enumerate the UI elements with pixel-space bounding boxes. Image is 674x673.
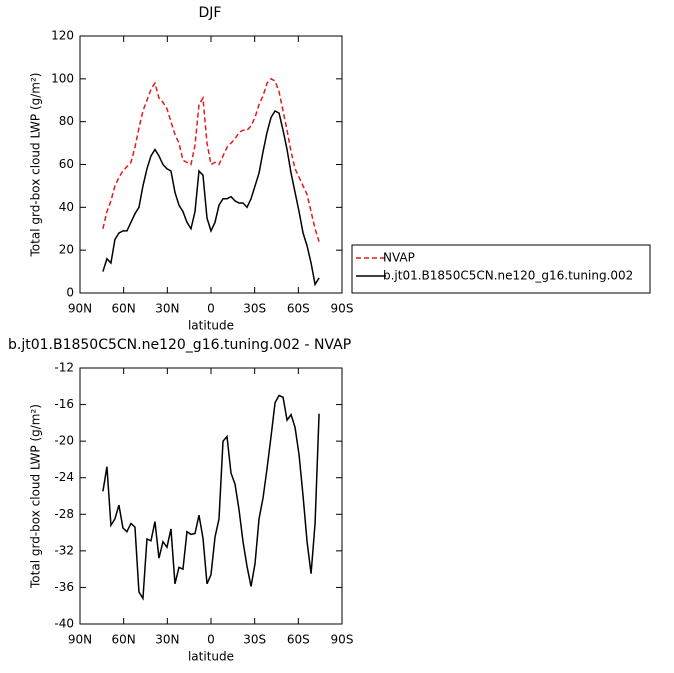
y-tick-label: 20 [59, 243, 74, 257]
plot-frame [79, 367, 343, 625]
x-tick-label: 0 [207, 302, 215, 316]
x-tick-label: 60N [112, 633, 136, 647]
y-tick-label: -36 [54, 580, 74, 594]
y-tick-label: 80 [59, 114, 74, 128]
y-tick-label: 40 [59, 200, 74, 214]
y-tick-label: 120 [51, 29, 74, 43]
y-axis-label: Total grd-box cloud LWP (g/m²) [29, 404, 43, 589]
y-tick-label: -12 [54, 361, 74, 375]
x-tick-label: 90N [68, 633, 92, 647]
y-tick-label: -20 [54, 434, 74, 448]
y-tick-label: -16 [54, 397, 74, 411]
x-tick-label: 60S [287, 302, 310, 316]
x-tick-label: 30N [155, 302, 179, 316]
x-tick-label: 30N [155, 633, 179, 647]
x-tick-label: 30S [243, 302, 266, 316]
x-axis-label: latitude [188, 650, 234, 664]
data-line [102, 394, 320, 601]
x-tick-label: 60N [112, 302, 136, 316]
y-tick-label: -32 [54, 543, 74, 557]
plot-frame [79, 35, 343, 294]
x-tick-label: 30S [243, 633, 266, 647]
y-tick-label: -28 [54, 507, 74, 521]
y-tick-label: 60 [59, 157, 74, 171]
legend-label: NVAP [383, 251, 415, 265]
legend-box [351, 244, 651, 294]
y-tick-label: -40 [54, 617, 74, 631]
y-tick-label: 0 [66, 286, 74, 300]
legend-label: b.jt01.B1850C5CN.ne120_g16.tuning.002 [383, 269, 633, 283]
chart-title: DJF [199, 5, 222, 21]
y-tick-label: -24 [54, 470, 74, 484]
x-tick-label: 60S [287, 633, 310, 647]
x-tick-label: 90S [331, 633, 354, 647]
x-tick-label: 0 [207, 633, 215, 647]
x-tick-label: 90N [68, 302, 92, 316]
x-axis-label: latitude [188, 319, 234, 333]
data-line [102, 77, 320, 242]
chart-title: b.jt01.B1850C5CN.ne120_g16.tuning.002 - … [8, 337, 351, 353]
y-axis-label: Total grd-box cloud LWP (g/m²) [29, 73, 43, 258]
y-tick-label: 100 [51, 71, 74, 85]
x-tick-label: 90S [331, 302, 354, 316]
data-line [102, 109, 320, 287]
